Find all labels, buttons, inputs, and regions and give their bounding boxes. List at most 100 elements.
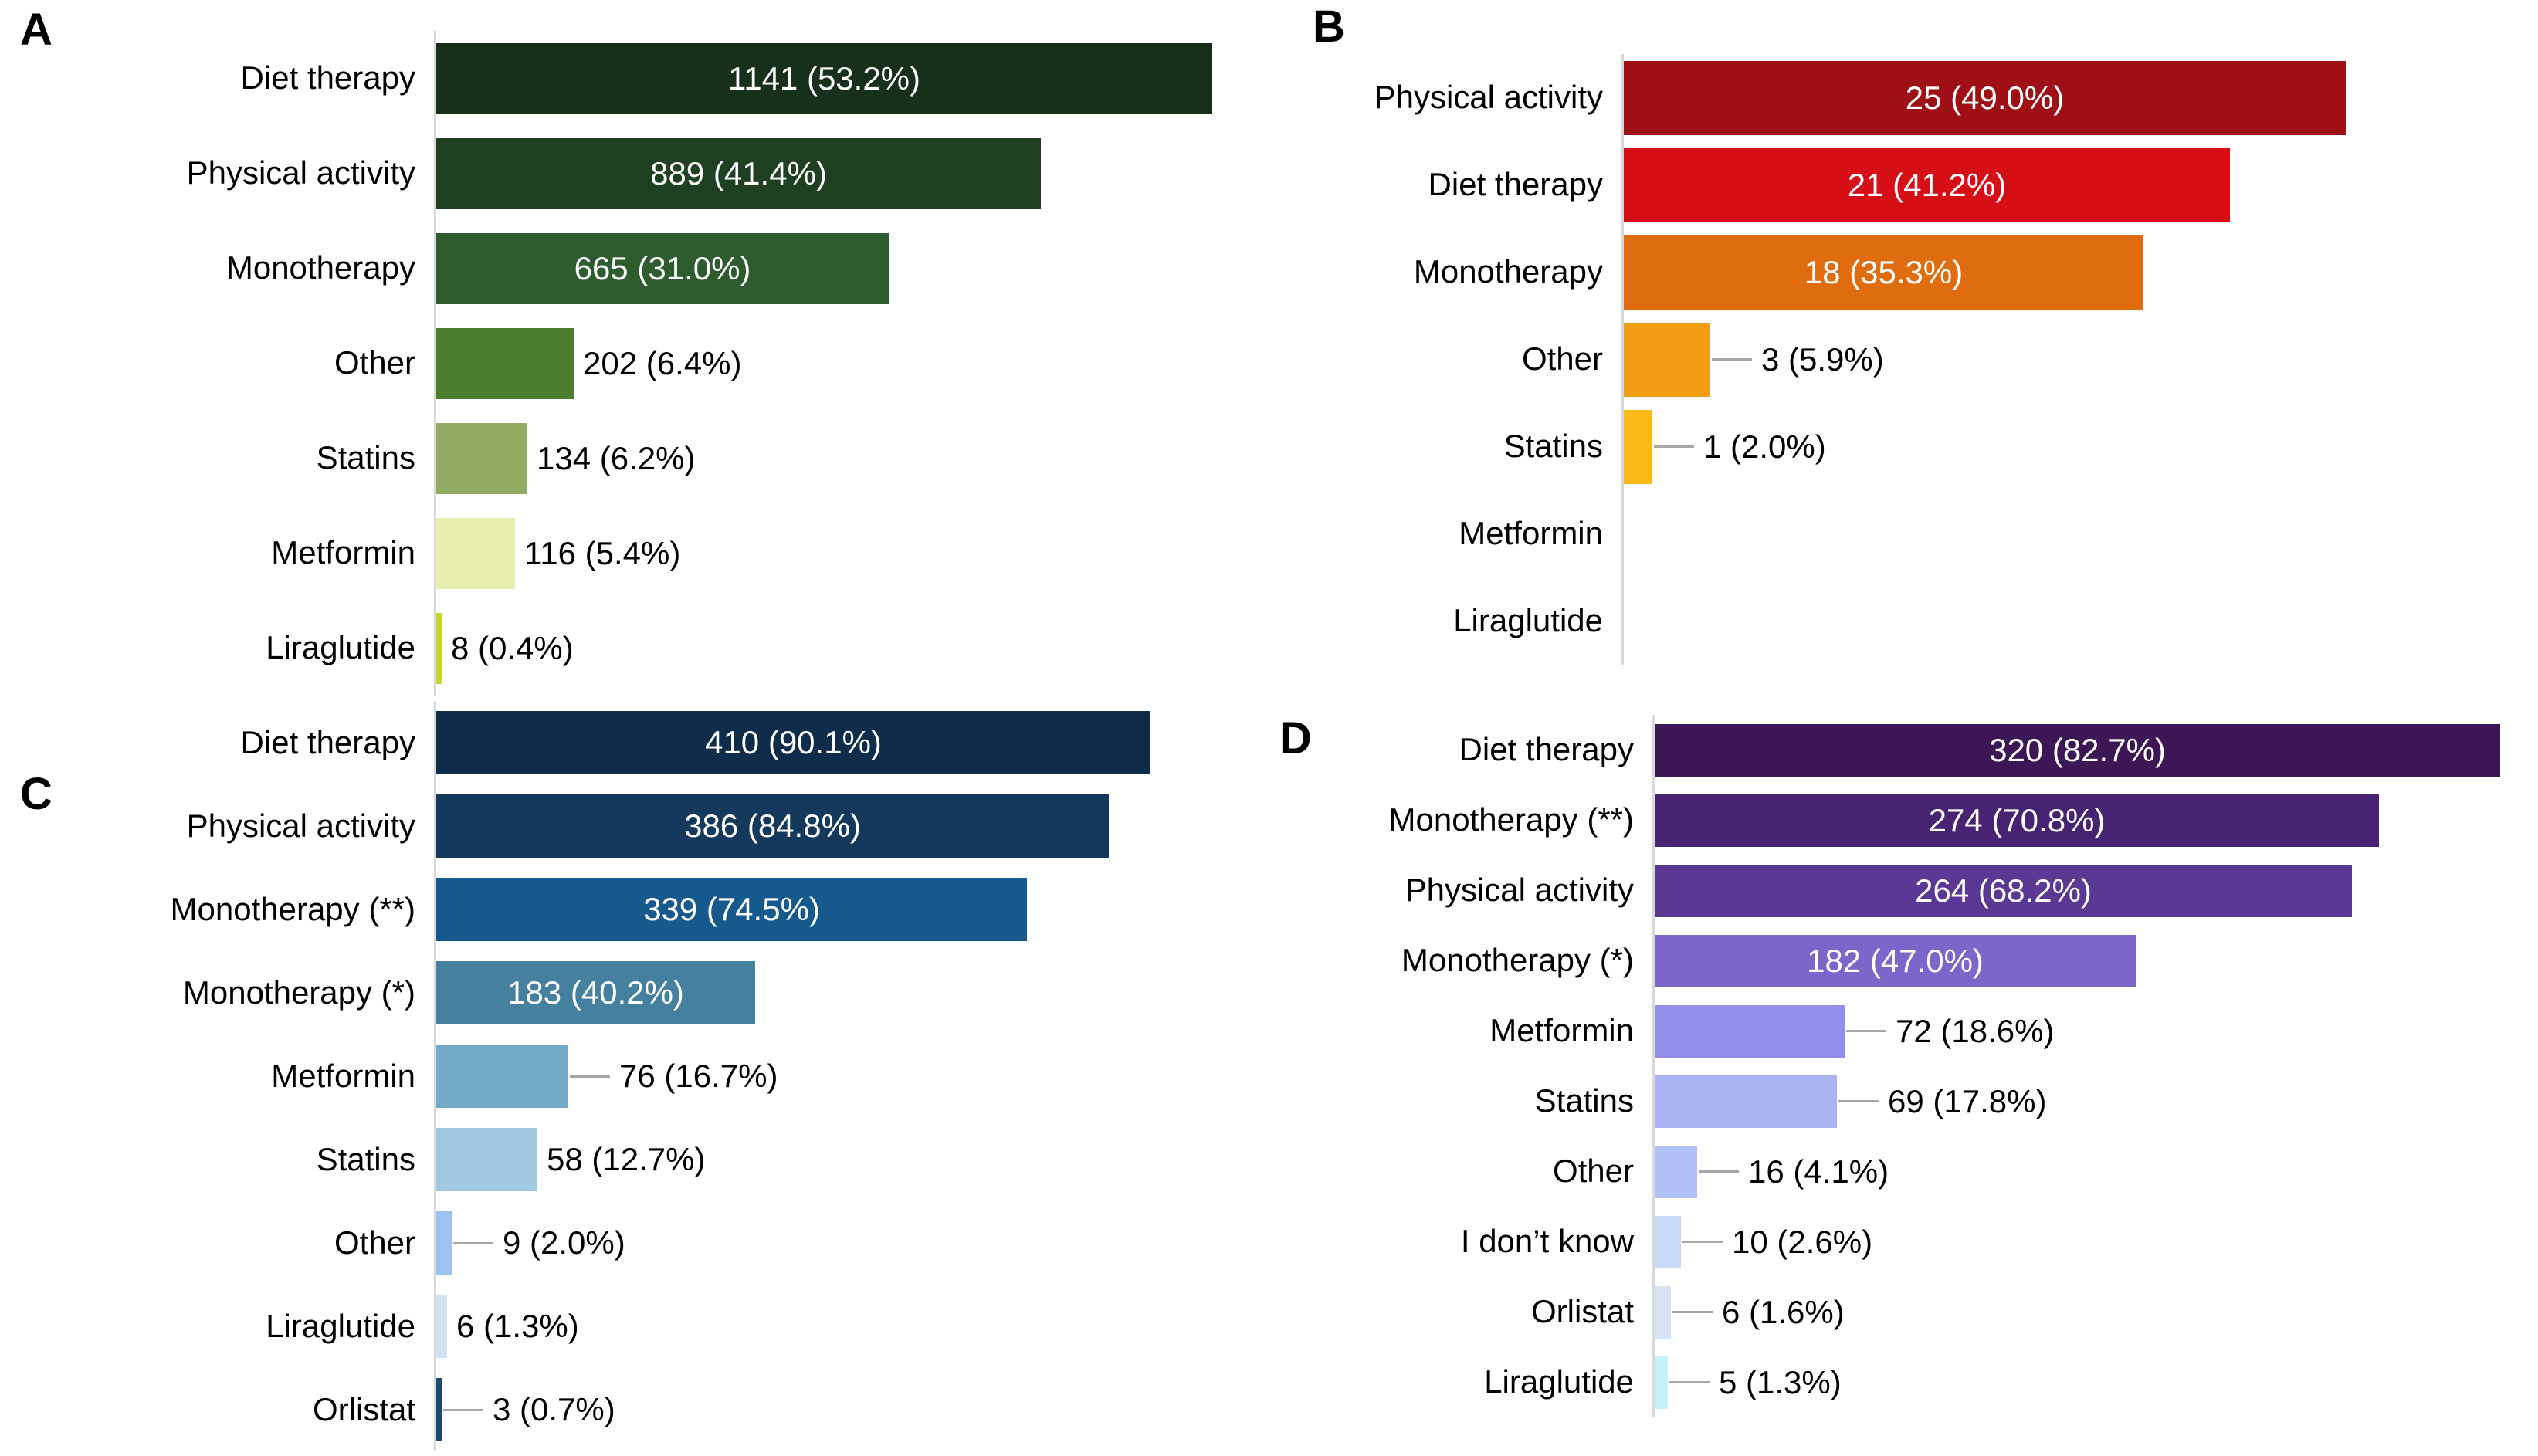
category-label: Metformin [1489, 1012, 1634, 1049]
bar-track: 58 (12.7%) [434, 1118, 1269, 1201]
bar-value-label: 5 (1.3%) [1719, 1363, 1842, 1400]
category-label: I don’t know [1460, 1223, 1634, 1260]
category-label: Other [334, 344, 415, 381]
category-label: Physical activity [1405, 872, 1634, 909]
bar [436, 1128, 537, 1191]
category-label: Statins [1503, 428, 1603, 465]
bar-track: 183 (40.2%) [434, 951, 1269, 1034]
bar: 274 (70.8%) [1655, 794, 2379, 847]
bar-value-label: 3 (5.9%) [1761, 340, 1884, 378]
bar [436, 517, 515, 589]
bar-value-label: 58 (12.7%) [547, 1141, 706, 1177]
bar: 339 (74.5%) [436, 878, 1027, 941]
bar-track: 69 (17.8%) [1652, 1066, 2538, 1136]
bar-value-label: 8 (0.4%) [451, 629, 574, 666]
bar-row: Metformin [1269, 490, 2538, 577]
bar-row: Liraglutide 8 (0.4%) [0, 601, 1269, 696]
bar-row: Diet therapy 320 (82.7%) [1269, 715, 2538, 785]
category-label: Other [1521, 340, 1603, 378]
bar-row: Monotherapy 18 (35.3%) [1269, 229, 2538, 316]
bar-value-label: 1141 (53.2%) [727, 59, 921, 97]
category-label: Monotherapy (*) [182, 973, 415, 1011]
bar [436, 1295, 447, 1358]
bar-value-label: 76 (16.7%) [619, 1058, 778, 1094]
bar: 264 (68.2%) [1655, 864, 2352, 917]
bar-value-label: 116 (5.4%) [524, 534, 681, 571]
bar-track: 889 (41.4%) [434, 126, 1269, 221]
category-label: Metformin [271, 534, 415, 571]
bar-row: Other 16 (4.1%) [1269, 1136, 2538, 1207]
plot-area-C: Diet therapy 410 (90.1%) Physical activity… [0, 701, 1269, 1451]
bar-row: Metformin 72 (18.6%) [1269, 996, 2538, 1066]
bar [1655, 1215, 1681, 1268]
bar-track [1621, 577, 2538, 665]
category-label: Physical activity [186, 807, 415, 844]
bar-track: 25 (49.0%) [1621, 54, 2538, 141]
bar-value-label: 1 (2.0%) [1703, 428, 1826, 465]
category-label: Monotherapy (**) [1388, 801, 1634, 838]
panel-A: A Diet therapy 1141 (53.2%) Physical activ… [0, 0, 1269, 696]
category-label: Diet therapy [240, 59, 415, 97]
bar: 410 (90.1%) [436, 711, 1150, 774]
bar-row: Statins 69 (17.8%) [1269, 1066, 2538, 1136]
bar [436, 327, 574, 399]
category-label: Orlistat [1530, 1293, 1634, 1330]
category-label: Liraglutide [266, 629, 415, 666]
leader-line [1838, 1100, 1879, 1102]
bar [1655, 1004, 1845, 1058]
category-label: Statins [316, 1140, 415, 1177]
bar-track: 10 (2.6%) [1652, 1207, 2538, 1277]
bar-row: Monotherapy (*) 183 (40.2%) [0, 951, 1269, 1034]
leader-line [570, 1075, 610, 1078]
bar-track: 339 (74.5%) [434, 868, 1269, 951]
bar-track: 134 (6.2%) [434, 411, 1269, 506]
bar-row: Diet therapy 410 (90.1%) [0, 701, 1269, 784]
bar-row: Monotherapy (**) 339 (74.5%) [0, 868, 1269, 951]
category-label: Physical activity [186, 154, 415, 191]
bar-track: 3 (5.9%) [1621, 316, 2538, 403]
bar [1624, 322, 1710, 397]
bar [436, 1045, 568, 1108]
bar-value-label: 16 (4.1%) [1748, 1153, 1889, 1190]
bar-value-label: 182 (47.0%) [1807, 942, 1984, 979]
panel-letter-D: D [1279, 713, 1312, 764]
leader-line [443, 1408, 483, 1411]
bar-value-label: 10 (2.6%) [1732, 1223, 1873, 1260]
bar-value-label: 18 (35.3%) [1804, 253, 1964, 290]
bar-track: 116 (5.4%) [434, 506, 1269, 601]
bar-row: Liraglutide 5 (1.3%) [1269, 1347, 2538, 1417]
category-label: Metformin [1459, 515, 1603, 552]
bar-row: I don’t know 10 (2.6%) [1269, 1207, 2538, 1277]
bar-track: 386 (84.8%) [434, 784, 1269, 868]
bar [436, 1211, 452, 1275]
bar-value-label: 25 (49.0%) [1905, 79, 2065, 116]
bar-row: Physical activity 25 (49.0%) [1269, 54, 2538, 141]
leader-line [453, 1241, 493, 1244]
bar-value-label: 183 (40.2%) [507, 974, 684, 1011]
bar-track: 320 (82.7%) [1652, 715, 2538, 785]
bar-row: Statins 1 (2.0%) [1269, 403, 2538, 490]
bar-value-label: 320 (82.7%) [1989, 731, 2166, 768]
bar-row: Metformin 116 (5.4%) [0, 506, 1269, 601]
leader-line [1682, 1241, 1723, 1243]
bar [1655, 1145, 1697, 1198]
category-label: Metformin [271, 1057, 415, 1094]
bar-value-label: 3 (0.7%) [493, 1391, 615, 1427]
panel-D: D Diet therapy 320 (82.7%) Monotherapy (**… [1269, 695, 2538, 1456]
category-label: Monotherapy [225, 249, 415, 286]
category-label: Diet therapy [240, 723, 415, 760]
bar-value-label: 410 (90.1%) [705, 724, 882, 760]
leader-line [1712, 358, 1752, 361]
bar: 386 (84.8%) [436, 794, 1109, 858]
bar-value-label: 264 (68.2%) [1915, 872, 2092, 909]
bar-track: 6 (1.3%) [434, 1285, 1269, 1368]
bar-row: Physical activity 889 (41.4%) [0, 126, 1269, 221]
bar-track: 3 (0.7%) [434, 1368, 1269, 1451]
bar [1655, 1285, 1671, 1339]
bar-track: 182 (47.0%) [1652, 926, 2538, 996]
bar-value-label: 69 (17.8%) [1888, 1082, 2047, 1119]
bar-row: Orlistat 3 (0.7%) [0, 1368, 1269, 1451]
bar: 665 (31.0%) [436, 232, 889, 304]
bar: 18 (35.3%) [1624, 235, 2143, 310]
